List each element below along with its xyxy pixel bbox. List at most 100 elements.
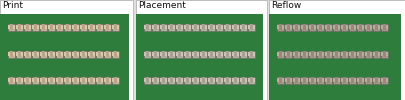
Bar [197, 52, 198, 56]
Bar [317, 24, 319, 29]
Bar [82, 24, 85, 30]
Bar [109, 24, 111, 29]
Bar [165, 24, 166, 29]
Bar [90, 24, 93, 30]
Bar [0, 0, 133, 100]
Bar [279, 24, 282, 30]
Bar [96, 50, 102, 57]
Bar [176, 50, 183, 57]
Bar [21, 52, 23, 56]
Bar [104, 24, 106, 29]
Bar [96, 76, 102, 84]
Bar [85, 24, 87, 29]
Bar [56, 78, 58, 82]
Bar [18, 77, 21, 83]
Bar [285, 78, 287, 82]
Bar [184, 24, 186, 29]
Bar [37, 78, 38, 82]
Bar [386, 52, 388, 56]
Bar [317, 76, 324, 84]
Bar [144, 52, 146, 56]
Bar [18, 51, 21, 57]
Bar [317, 24, 324, 30]
Bar [16, 24, 23, 30]
Bar [106, 24, 109, 30]
Bar [160, 24, 166, 30]
Bar [224, 50, 230, 57]
Bar [160, 52, 162, 56]
Bar [162, 77, 165, 83]
Bar [13, 52, 15, 56]
Bar [58, 51, 61, 57]
Bar [48, 52, 50, 56]
Bar [192, 24, 194, 29]
Bar [285, 24, 287, 29]
Bar [381, 24, 388, 30]
Text: Placement: Placement [138, 1, 186, 10]
Bar [74, 51, 77, 57]
Bar [277, 76, 284, 84]
Bar [210, 24, 213, 30]
Bar [351, 51, 354, 57]
Bar [80, 24, 82, 29]
Bar [117, 24, 119, 29]
Bar [349, 52, 351, 56]
Bar [104, 24, 111, 30]
Bar [186, 51, 189, 57]
Bar [96, 24, 98, 29]
Bar [285, 76, 292, 84]
Bar [189, 24, 190, 29]
Bar [109, 78, 111, 82]
Bar [184, 76, 190, 84]
Bar [101, 78, 102, 82]
Bar [298, 78, 300, 82]
Bar [77, 78, 79, 82]
Bar [378, 78, 379, 82]
Bar [48, 76, 55, 84]
Bar [335, 24, 338, 30]
Bar [309, 24, 311, 29]
Bar [373, 50, 379, 57]
Bar [80, 78, 82, 82]
Bar [229, 78, 230, 82]
Bar [34, 24, 37, 30]
Bar [106, 77, 109, 83]
Bar [245, 24, 247, 29]
Bar [200, 24, 207, 30]
Bar [72, 76, 79, 84]
Bar [114, 77, 117, 83]
Bar [197, 78, 198, 82]
Bar [178, 77, 181, 83]
Bar [136, 0, 267, 100]
Bar [21, 78, 23, 82]
Text: Reflow: Reflow [271, 1, 301, 10]
Bar [88, 50, 94, 57]
Bar [240, 78, 242, 82]
Bar [250, 77, 253, 83]
Bar [88, 24, 94, 30]
Bar [32, 24, 38, 30]
Bar [208, 76, 215, 84]
Bar [216, 50, 222, 57]
Bar [72, 24, 74, 29]
Bar [237, 24, 239, 29]
Bar [309, 78, 311, 82]
Bar [224, 76, 230, 84]
Bar [69, 24, 70, 29]
Bar [341, 24, 347, 30]
Bar [152, 24, 154, 29]
Bar [349, 50, 356, 57]
Bar [317, 52, 319, 56]
Bar [311, 77, 314, 83]
Bar [13, 24, 15, 29]
Bar [301, 24, 303, 29]
Bar [34, 77, 37, 83]
Bar [8, 78, 10, 82]
Bar [106, 51, 109, 57]
Bar [149, 52, 151, 56]
Bar [301, 78, 303, 82]
Bar [282, 78, 284, 82]
Bar [40, 50, 47, 57]
Bar [152, 24, 158, 30]
Bar [29, 52, 30, 56]
